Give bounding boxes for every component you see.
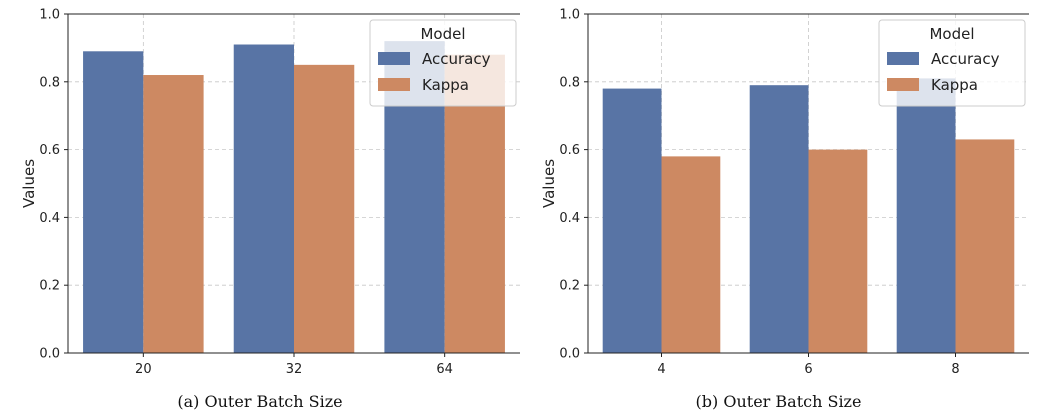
chart-b-y-axis-label: Values [540, 159, 558, 208]
chart-a: 0.0 0.2 0.4 0.6 0.8 1.0 20 32 64 Values Model Accur… [20, 8, 520, 377]
chart-b-xtick-label-8: 8 [951, 362, 959, 377]
chart-a-legend-label-accuracy: Accuracy [422, 50, 491, 68]
chart-a-ytick-label: 0.2 [39, 279, 60, 294]
chart-b-ytick-label: 0.0 [559, 347, 580, 362]
chart-b-ytick-label: 0.2 [559, 279, 580, 294]
chart-a-bar-kappa-20 [143, 75, 204, 354]
chart-b-ytick-label: 0.4 [559, 211, 580, 226]
chart-a-xtick-label-32: 32 [286, 362, 303, 377]
chart-b-legend-label-accuracy: Accuracy [931, 50, 1000, 68]
chart-a-ytick-label: 0.8 [39, 75, 60, 90]
chart-a-xtick-label-64: 64 [436, 362, 453, 377]
chart-b-legend-swatch-accuracy [887, 52, 919, 65]
chart-b-ytick-label: 1.0 [559, 8, 580, 23]
chart-b-legend-label-kappa: Kappa [931, 76, 978, 94]
chart-panel-a: 0.0 0.2 0.4 0.6 0.8 1.0 20 32 64 Values Model Accur… [20, 8, 520, 411]
chart-a-legend-swatch-kappa [378, 78, 410, 91]
chart-b: 0.0 0.2 0.4 0.6 0.8 1.0 4 6 8 Values Model Accuracy… [540, 8, 1029, 377]
chart-a-legend-title: Model [420, 25, 465, 43]
chart-a-caption: (a) Outer Batch Size [177, 392, 343, 411]
chart-a-bar-accuracy-20 [83, 51, 144, 353]
chart-panel-b: 0.0 0.2 0.4 0.6 0.8 1.0 4 6 8 Values Model Accuracy… [520, 0, 1037, 417]
chart-b-legend-swatch-kappa [887, 78, 919, 91]
chart-a-bar-kappa-32 [294, 64, 355, 353]
chart-b-bar-accuracy-4 [602, 88, 662, 353]
chart-a-bar-accuracy-32 [233, 44, 294, 353]
chart-b-ytick-label: 0.8 [559, 75, 580, 90]
chart-b-xtick-label-6: 6 [804, 362, 812, 377]
chart-a-legend-swatch-accuracy [378, 52, 410, 65]
chart-a-ytick-label: 0.6 [39, 143, 60, 158]
chart-a-legend-label-kappa: Kappa [422, 76, 469, 94]
chart-a-y-axis-label: Values [20, 159, 38, 208]
chart-b-caption: (b) Outer Batch Size [695, 392, 862, 411]
chart-b-ytick-label: 0.6 [559, 143, 580, 158]
chart-b-bar-accuracy-8 [896, 78, 956, 353]
chart-b-legend-title: Model [929, 25, 974, 43]
chart-a-xtick-label-20: 20 [135, 362, 152, 377]
chart-a-ytick-label: 1.0 [39, 8, 60, 23]
chart-b-xtick-label-4: 4 [657, 362, 665, 377]
chart-b-bar-kappa-4 [661, 156, 721, 353]
chart-a-ytick-label: 0.4 [39, 211, 60, 226]
chart-b-bar-accuracy-6 [749, 85, 809, 353]
chart-b-bar-kappa-6 [808, 149, 868, 353]
chart-b-bar-kappa-8 [955, 139, 1015, 353]
chart-a-ytick-label: 0.0 [39, 347, 60, 362]
